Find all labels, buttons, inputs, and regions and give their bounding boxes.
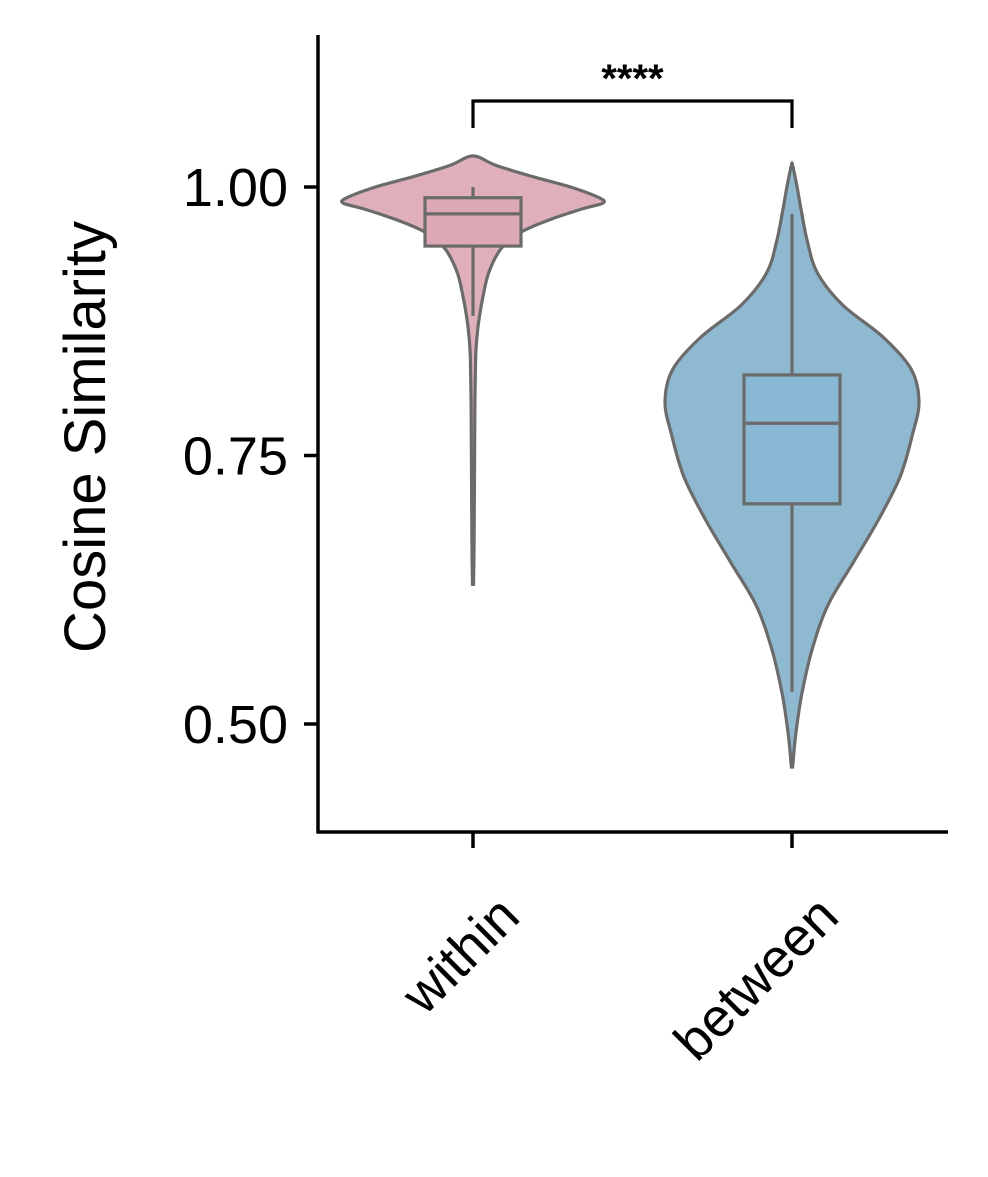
violin-within <box>340 154 606 586</box>
y-axis-title: Cosine Similarity <box>53 221 118 653</box>
boxplots-layer <box>423 187 842 692</box>
significance-annotation: **** <box>471 57 794 128</box>
y-tick-label-1: 0.75 <box>183 427 288 487</box>
significance-label: **** <box>601 57 664 101</box>
y-tick-label-0: 0.50 <box>183 695 288 755</box>
iqr-box-within <box>423 196 523 248</box>
significance-bracket <box>471 99 794 128</box>
x-tick-label-between: between <box>663 885 850 1072</box>
y-tick-label-2: 1.00 <box>183 158 288 218</box>
x-tick-label-within: within <box>390 885 531 1026</box>
iqr-box-between <box>742 373 842 506</box>
